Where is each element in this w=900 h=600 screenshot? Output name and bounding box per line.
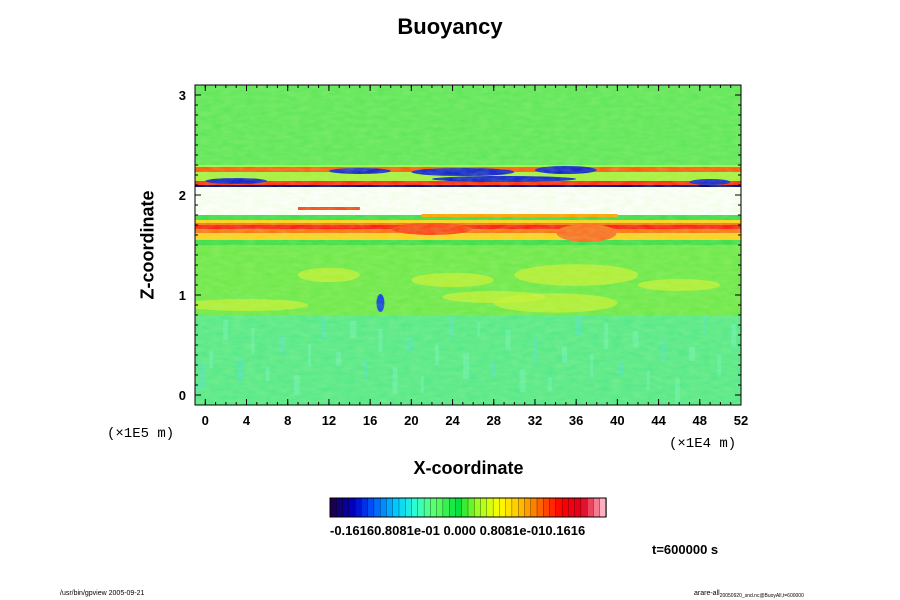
y-axis-label: Z-coordinate — [137, 190, 158, 300]
colorbar-cell — [392, 497, 400, 518]
colorbar-cell — [354, 497, 363, 518]
colorbar-cell — [549, 497, 557, 518]
x-axis-label: X-coordinate — [413, 458, 524, 478]
colorbar-cell — [492, 497, 501, 518]
y-tick-label: 0 — [179, 388, 186, 403]
colorbar-cell — [336, 497, 344, 518]
colorbar-cell — [568, 497, 576, 518]
colorbar-cell — [461, 497, 469, 518]
colorbar-cell — [467, 497, 475, 518]
colorbar-cell — [555, 497, 563, 518]
colorbar-cell — [474, 497, 482, 518]
x-tick-label: 48 — [693, 413, 707, 428]
colorbar-cell — [561, 497, 570, 518]
x-tick-label: 52 — [734, 413, 748, 428]
colorbar-cell — [423, 497, 432, 518]
colorbar-cell — [599, 497, 607, 518]
colorbar-cell — [373, 497, 381, 518]
x-exponent-label: (×1E4 m) — [669, 436, 737, 452]
colorbar-cell — [511, 497, 519, 518]
x-tick-label: 40 — [610, 413, 624, 428]
colorbar-cell — [580, 497, 588, 518]
colorbar-cell — [505, 497, 513, 518]
colorbar-cell — [405, 497, 413, 518]
footer-source-subscript: 20050920_snd.nc@BuoyAll,t=600000 — [719, 593, 804, 599]
colorbar-cell — [449, 497, 457, 518]
colorbar-cell — [536, 497, 544, 518]
x-tick-label: 12 — [322, 413, 336, 428]
colorbar-cell — [417, 497, 425, 518]
x-tick-label: 32 — [528, 413, 542, 428]
colorbar-cell — [411, 497, 419, 518]
colorbar-cell — [329, 497, 337, 518]
colorbar-cell — [430, 497, 438, 518]
colorbar-cell — [499, 497, 507, 518]
colorbar — [329, 497, 607, 518]
y-tick-label: 2 — [179, 188, 186, 203]
colorbar-cell — [587, 497, 595, 518]
colorbar-cell — [524, 497, 532, 518]
colorbar-cell — [455, 497, 463, 518]
x-tick-label: 16 — [363, 413, 377, 428]
colorbar-cell — [543, 497, 551, 518]
y-axis: 0 1 2 3 — [179, 84, 741, 406]
x-tick-label: 24 — [445, 413, 460, 428]
x-tick-label: 4 — [243, 413, 251, 428]
colorbar-cell — [398, 497, 406, 518]
colorbar-cell — [380, 497, 388, 518]
colorbar-cell — [342, 497, 350, 518]
colorbar-cell — [574, 497, 582, 518]
footer-source: arare-all20050920_snd.nc@BuoyAll,t=60000… — [694, 590, 804, 599]
x-tick-label: 44 — [651, 413, 666, 428]
colorbar-cell — [480, 497, 488, 518]
time-stamp: t=600000 s — [652, 542, 719, 557]
x-tick-label: 28 — [487, 413, 501, 428]
x-tick-label: 8 — [284, 413, 291, 428]
footer-command: /usr/bin/gpview 2005-09-21 — [60, 590, 145, 597]
colorbar-cell — [530, 497, 538, 518]
colorbar-frame — [329, 497, 607, 518]
x-axis: 0 4 8 12 16 20 24 28 32 36 40 44 48 52 — [194, 85, 748, 428]
colorbar-cell — [361, 497, 369, 518]
colorbar-cell — [486, 497, 494, 518]
x-tick-label: 36 — [569, 413, 583, 428]
y-tick-label: 3 — [179, 88, 186, 103]
y-tick-label: 1 — [179, 288, 186, 303]
chart-title: Buoyancy — [397, 14, 503, 39]
x-tick-label: 20 — [404, 413, 418, 428]
colorbar-cell — [442, 497, 450, 518]
colorbar-cell — [593, 497, 601, 518]
colorbar-cell — [386, 497, 394, 518]
heatmap-plot-area — [195, 85, 741, 405]
colorbar-cell — [518, 497, 526, 518]
footer-source-prefix: arare-all — [694, 590, 720, 597]
x-tick-label: 0 — [202, 413, 209, 428]
colorbar-cell — [348, 497, 356, 518]
z-exponent-label: (×1E5 m) — [107, 426, 175, 442]
colorbar-cell — [436, 497, 444, 518]
field-texture — [195, 85, 741, 405]
colorbar-tick-labels: -0.16160.8081e-01 0.000 0.8081e-010.1616 — [330, 523, 586, 538]
colorbar-cell — [367, 497, 375, 518]
